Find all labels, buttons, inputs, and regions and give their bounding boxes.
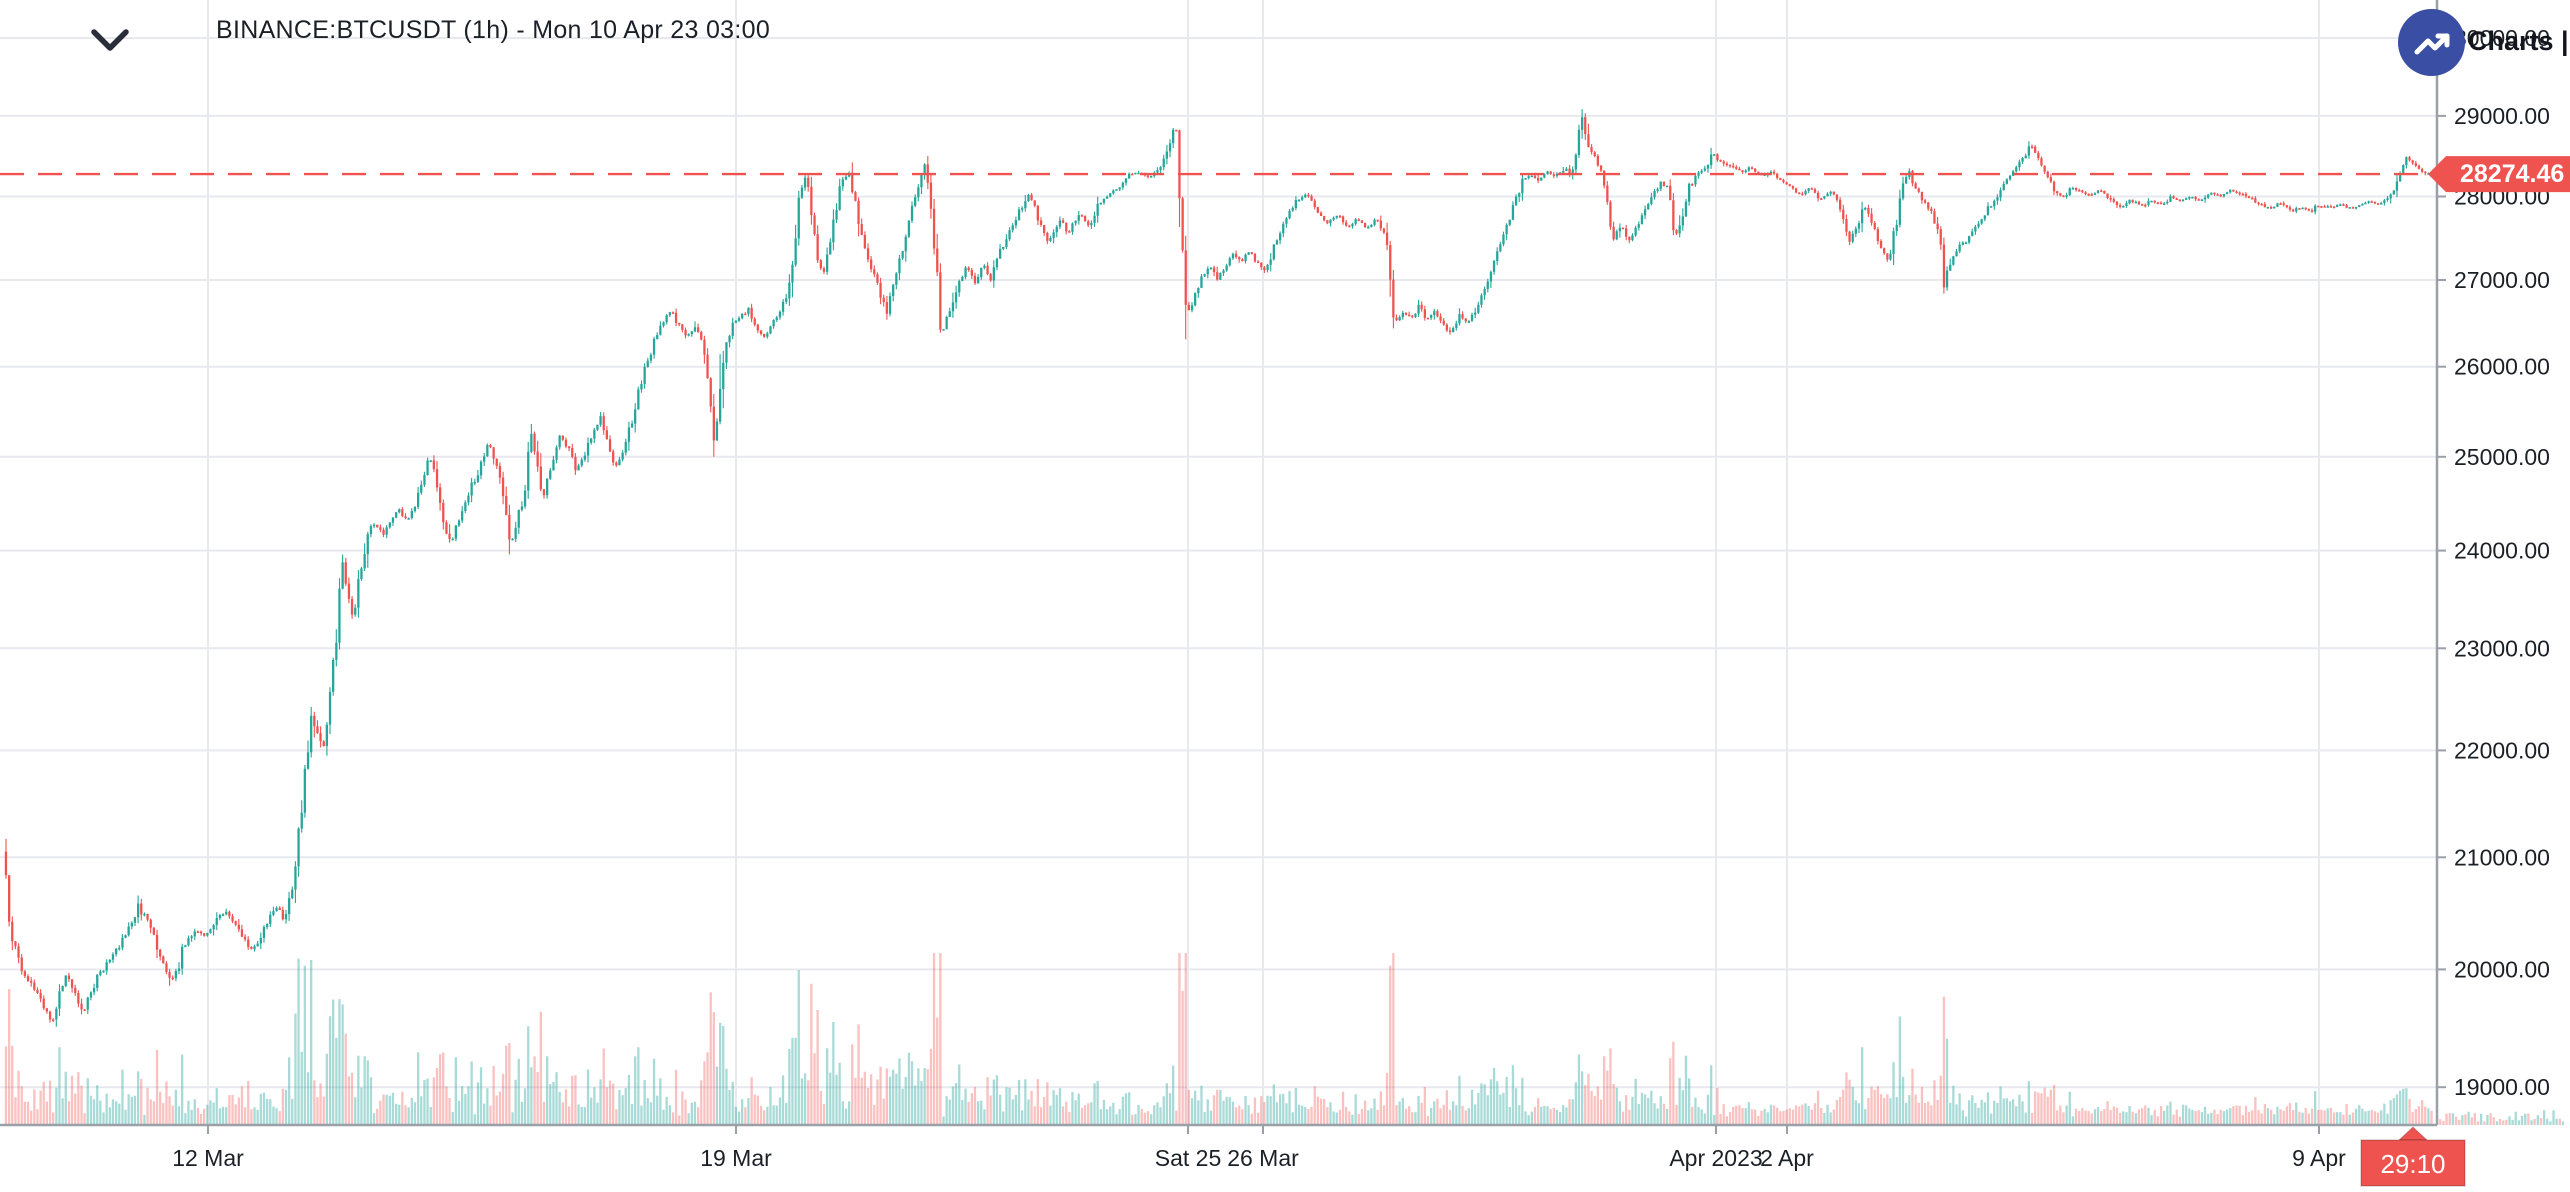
candle-down-wicks bbox=[5, 113, 2433, 1023]
time-axis-label: 26 Mar bbox=[1227, 1145, 1299, 1171]
time-axis-label: Sat 25 bbox=[1155, 1145, 1222, 1171]
charts-logo-text: Charts | bbox=[2468, 26, 2569, 56]
time-axis-label: 9 Apr bbox=[2292, 1145, 2346, 1171]
time-axis-label: 12 Mar bbox=[172, 1145, 244, 1171]
trending-up-icon bbox=[2414, 33, 2449, 54]
price-axis-label: 20000.00 bbox=[2454, 956, 2550, 982]
current-time-tag-label: 29:10 bbox=[2380, 1149, 2445, 1179]
price-axis-label: 30000.00 bbox=[2454, 25, 2550, 51]
chevron-down-icon bbox=[91, 29, 129, 51]
candle-down-bodies bbox=[4, 117, 2433, 1022]
collapse-chevron-button[interactable] bbox=[88, 26, 132, 56]
volume-up-layer bbox=[55, 958, 2565, 1125]
charts-logo[interactable] bbox=[2398, 9, 2465, 76]
price-axis-label: 26000.00 bbox=[2454, 354, 2550, 380]
price-scale[interactable] bbox=[2437, 0, 2570, 1125]
chart-legend-title: BINANCE:BTCUSDT (1h) - Mon 10 Apr 23 03:… bbox=[216, 16, 771, 44]
current-price-tag-label: 28274.46 bbox=[2460, 160, 2564, 188]
time-axis-label: 19 Mar bbox=[700, 1145, 772, 1171]
current-price-tag bbox=[2428, 156, 2570, 193]
candle-up-bodies bbox=[55, 117, 2430, 1020]
price-axis-label: 27000.00 bbox=[2454, 267, 2550, 293]
price-axis-label: 23000.00 bbox=[2454, 635, 2550, 661]
candle-up-wicks bbox=[55, 109, 2429, 1027]
price-axis-label: 25000.00 bbox=[2454, 444, 2550, 470]
time-axis-label: 2 Apr bbox=[1760, 1145, 1814, 1171]
price-axis-label: 24000.00 bbox=[2454, 538, 2550, 564]
time-axis-label: Apr 2023 bbox=[1669, 1145, 1762, 1171]
current-time-tag bbox=[2360, 1139, 2466, 1187]
price-axis-label: 19000.00 bbox=[2454, 1074, 2550, 1100]
price-axis-label: 29000.00 bbox=[2454, 103, 2550, 129]
price-axis-label: 22000.00 bbox=[2454, 737, 2550, 763]
time-scale[interactable] bbox=[0, 1125, 2570, 1192]
price-axis-label: 21000.00 bbox=[2454, 844, 2550, 870]
